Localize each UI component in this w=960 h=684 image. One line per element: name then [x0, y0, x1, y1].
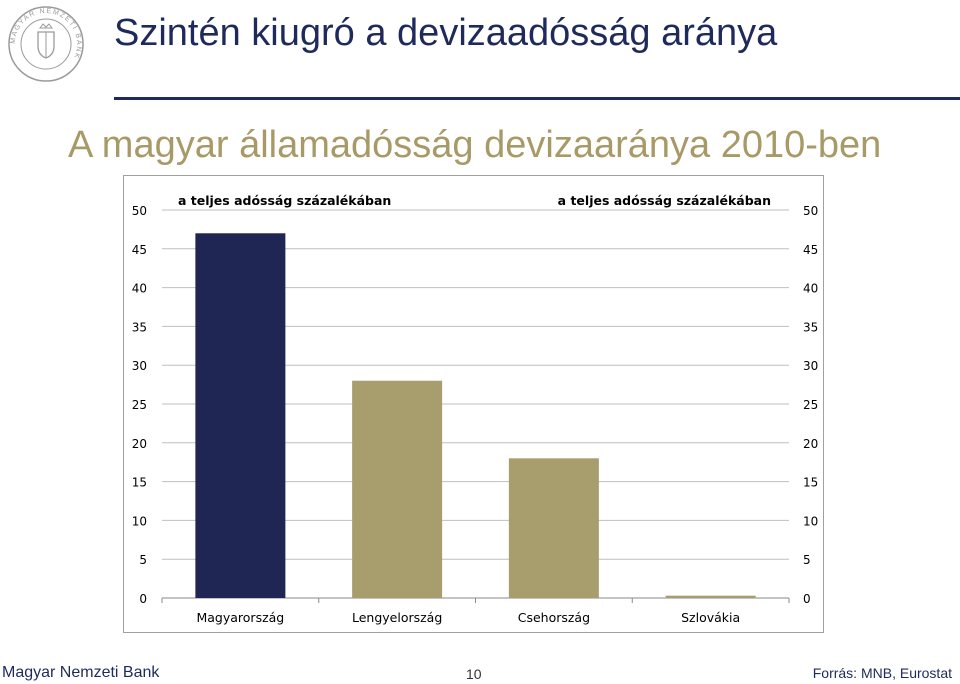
y-tick-label-left: 40 [132, 282, 147, 296]
footer-bank-name: Magyar Nemzeti Bank [2, 664, 160, 681]
y-tick-label-right: 30 [803, 359, 818, 373]
right-axis-label: a teljes adósság százalékában [558, 193, 771, 208]
bar-1 [195, 233, 286, 598]
left-axis-label: a teljes adósság százalékában [178, 193, 391, 208]
chart-frame: 0 0 5 5 10 10 15 15 20 20 25 25 30 30 35 35 40 40 45 45 50 50… [123, 175, 824, 633]
mnb-logo: MAGYAR NEMZETI BANK [8, 6, 84, 82]
y-tick-label-left: 50 [132, 204, 147, 218]
y-tick-label-left: 0 [139, 592, 147, 606]
y-tick-label-right: 10 [803, 514, 818, 528]
y-tick-label-left: 45 [132, 243, 147, 257]
y-tick-label-left: 25 [132, 398, 147, 412]
y-tick-label-left: 35 [132, 320, 147, 334]
title-divider [114, 97, 960, 100]
slide-title: Szintén kiugró a devizaadósság aránya [114, 12, 778, 54]
y-tick-label-right: 35 [803, 320, 818, 334]
bar-3 [508, 458, 599, 598]
y-tick-label-right: 20 [803, 437, 818, 451]
chart-subtitle: A magyar államadósság devizaaránya 2010-… [68, 124, 882, 166]
y-tick-label-right: 25 [803, 398, 818, 412]
y-tick-label-right: 15 [803, 476, 818, 490]
bar-chart: 0 0 5 5 10 10 15 15 20 20 25 25 30 30 35 35 40 40 45 45 50 50… [132, 193, 819, 625]
x-category-label: Csehország [518, 610, 590, 625]
y-tick-label-right: 50 [803, 204, 818, 218]
y-tick-label-left: 20 [132, 437, 147, 451]
y-tick-label-left: 5 [139, 553, 147, 567]
page-number: 10 [466, 666, 482, 682]
y-tick-label-right: 5 [803, 553, 811, 567]
y-tick-label-right: 0 [803, 592, 811, 606]
y-tick-label-left: 30 [132, 359, 147, 373]
x-category-label: Lengyelország [352, 610, 442, 625]
bar-4 [665, 595, 756, 598]
y-tick-label-left: 10 [132, 514, 147, 528]
source-note: Forrás: MNB, Eurostat [812, 665, 952, 681]
bar-2 [352, 380, 443, 598]
x-category-label: Szlovákia [681, 610, 740, 625]
y-tick-label-right: 40 [803, 282, 818, 296]
y-tick-label-left: 15 [132, 476, 147, 490]
x-category-label: Magyarország [196, 610, 284, 625]
y-tick-label-right: 45 [803, 243, 818, 257]
